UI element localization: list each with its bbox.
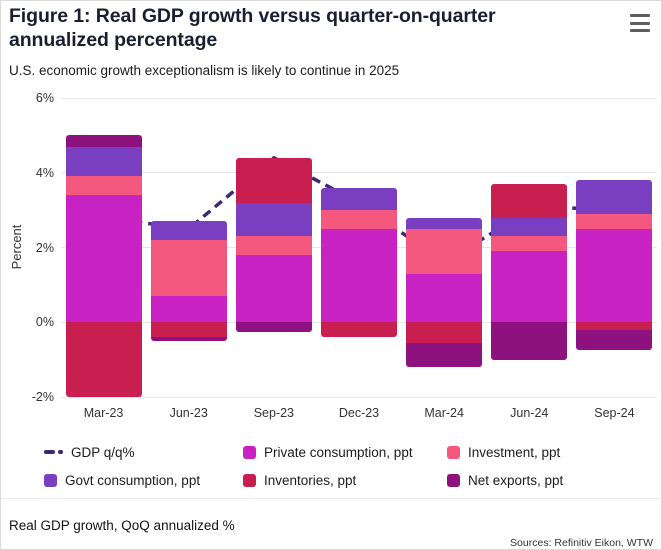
bar-segment[interactable] <box>235 236 312 255</box>
figure-title: Figure 1: Real GDP growth versus quarter… <box>9 5 496 51</box>
x-tick-label: Sep-24 <box>594 406 635 420</box>
legend-label: Net exports, ppt <box>468 472 564 488</box>
x-tick-label: Dec-23 <box>338 406 380 420</box>
bar-segment[interactable] <box>576 329 653 351</box>
bar-segment[interactable] <box>150 337 227 341</box>
bar-segment[interactable] <box>406 217 483 229</box>
bar-segment[interactable] <box>406 228 483 274</box>
y-tick-label: 2% <box>35 240 54 255</box>
y-tick-label: 4% <box>35 165 54 180</box>
bar-segment[interactable] <box>235 202 312 237</box>
legend-item-gdp[interactable]: GDP q/q% <box>44 444 135 460</box>
bar-segment[interactable] <box>406 322 483 343</box>
bar-segment[interactable] <box>235 254 312 323</box>
dashed-line-icon <box>44 450 63 454</box>
bar-segment[interactable] <box>576 213 653 229</box>
gridline <box>61 396 657 398</box>
x-tick-label: Jun-24 <box>510 406 549 420</box>
legend-item-inventories[interactable]: Inventories, ppt <box>243 472 356 488</box>
swatch-icon <box>243 473 256 487</box>
hamburger-menu-icon[interactable] <box>630 14 650 32</box>
footer-caption: Real GDP growth, QoQ annualized % <box>9 518 235 533</box>
gridline <box>61 97 657 99</box>
x-tick-label: Sep-23 <box>253 406 294 420</box>
bar-segment[interactable] <box>321 210 397 229</box>
figure-subtitle: U.S. economic growth exceptionalism is l… <box>9 63 400 78</box>
y-tick-label: 6% <box>35 91 54 105</box>
bar-segment[interactable] <box>491 236 568 252</box>
swatch-icon <box>447 445 460 459</box>
bar-segment[interactable] <box>406 342 483 368</box>
legend-label: Govt consumption, ppt <box>65 472 201 488</box>
swatch-icon <box>243 445 256 459</box>
bar-segment[interactable] <box>65 195 142 323</box>
bar-segment[interactable] <box>321 228 397 323</box>
y-tick-label: -2% <box>31 390 54 404</box>
x-tick-label: Mar-24 <box>424 406 464 420</box>
legend-item-investment[interactable]: Investment, ppt <box>447 444 560 460</box>
x-tick-label: Jun-23 <box>169 406 208 420</box>
bar-segment[interactable] <box>150 322 227 338</box>
swatch-icon <box>44 473 57 487</box>
bar-segment[interactable] <box>491 183 568 218</box>
footer-divider <box>1 498 661 499</box>
bar-segment[interactable] <box>491 217 568 237</box>
bar-segment[interactable] <box>576 180 653 214</box>
legend-label: Investment, ppt <box>468 444 561 460</box>
bar-segment[interactable] <box>65 146 142 177</box>
legend-label: GDP q/q% <box>71 444 135 460</box>
bar-segment[interactable] <box>65 176 142 196</box>
bar-segment[interactable] <box>406 273 483 323</box>
y-tick-label: 0% <box>35 315 54 330</box>
bar-segment[interactable] <box>491 251 568 323</box>
bar-segment[interactable] <box>150 240 227 297</box>
bar-segment[interactable] <box>65 135 142 147</box>
legend-label: Private consumption, ppt <box>264 444 413 460</box>
bar-segment[interactable] <box>235 322 312 332</box>
gridline <box>61 172 657 174</box>
legend-item-net-exports[interactable]: Net exports, ppt <box>447 472 563 488</box>
bar-segment[interactable] <box>576 228 653 323</box>
swatch-icon <box>447 473 460 487</box>
bar-segment[interactable] <box>576 322 653 330</box>
x-tick-label: Mar-23 <box>83 406 124 420</box>
bar-segment[interactable] <box>321 322 397 338</box>
bar-segment[interactable] <box>150 221 227 241</box>
legend-item-govt-consumption[interactable]: Govt consumption, ppt <box>44 472 200 488</box>
bar-segment[interactable] <box>65 322 142 397</box>
footer-source: Sources: Refinitiv Eikon, WTW <box>510 537 653 549</box>
legend-item-private-consumption[interactable]: Private consumption, ppt <box>243 444 413 460</box>
legend-label: Inventories, ppt <box>264 472 357 488</box>
bar-segment[interactable] <box>235 157 312 203</box>
bar-segment[interactable] <box>321 187 397 211</box>
bar-segment[interactable] <box>491 322 568 360</box>
bar-segment[interactable] <box>150 296 227 323</box>
